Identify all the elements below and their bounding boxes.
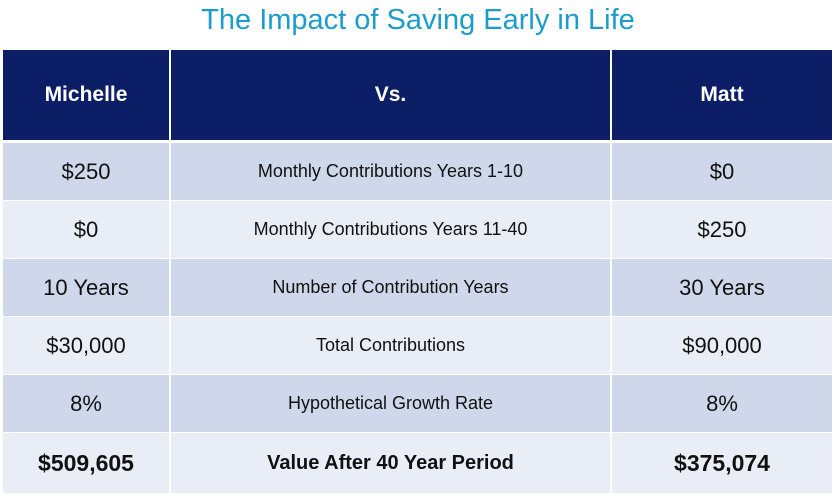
header-vs: Vs. [170, 50, 612, 143]
row-label: Number of Contribution Years [170, 258, 612, 317]
header-michelle: Michelle [3, 50, 171, 143]
total-label: Value After 40 Year Period [170, 432, 612, 494]
michelle-value: $0 [3, 200, 171, 259]
comparison-table: Michelle Vs. Matt $250 Monthly Contribut… [3, 50, 832, 494]
matt-value: $0 [611, 141, 832, 201]
matt-value: 8% [611, 374, 832, 433]
matt-value: 30 Years [611, 258, 832, 317]
table-row: $0 Monthly Contributions Years 11-40 $25… [3, 200, 832, 259]
michelle-value: 10 Years [3, 258, 171, 317]
row-label: Hypothetical Growth Rate [170, 374, 612, 433]
table-row: 8% Hypothetical Growth Rate 8% [3, 374, 832, 433]
matt-total: $375,074 [611, 432, 832, 494]
matt-value: $250 [611, 200, 832, 259]
michelle-value: 8% [3, 374, 171, 433]
michelle-total: $509,605 [3, 432, 171, 494]
table-row-total: $509,605 Value After 40 Year Period $375… [3, 432, 832, 494]
michelle-value: $250 [3, 141, 171, 201]
row-label: Monthly Contributions Years 1-10 [170, 141, 612, 201]
michelle-value: $30,000 [3, 316, 171, 375]
matt-value: $90,000 [611, 316, 832, 375]
table-row: 10 Years Number of Contribution Years 30… [3, 258, 832, 317]
row-label: Monthly Contributions Years 11-40 [170, 200, 612, 259]
table-row: $250 Monthly Contributions Years 1-10 $0 [3, 141, 832, 201]
row-label: Total Contributions [170, 316, 612, 375]
table-header-row: Michelle Vs. Matt [3, 50, 832, 143]
page-title: The Impact of Saving Early in Life [201, 4, 635, 36]
header-matt: Matt [611, 50, 832, 143]
table-row: $30,000 Total Contributions $90,000 [3, 316, 832, 375]
